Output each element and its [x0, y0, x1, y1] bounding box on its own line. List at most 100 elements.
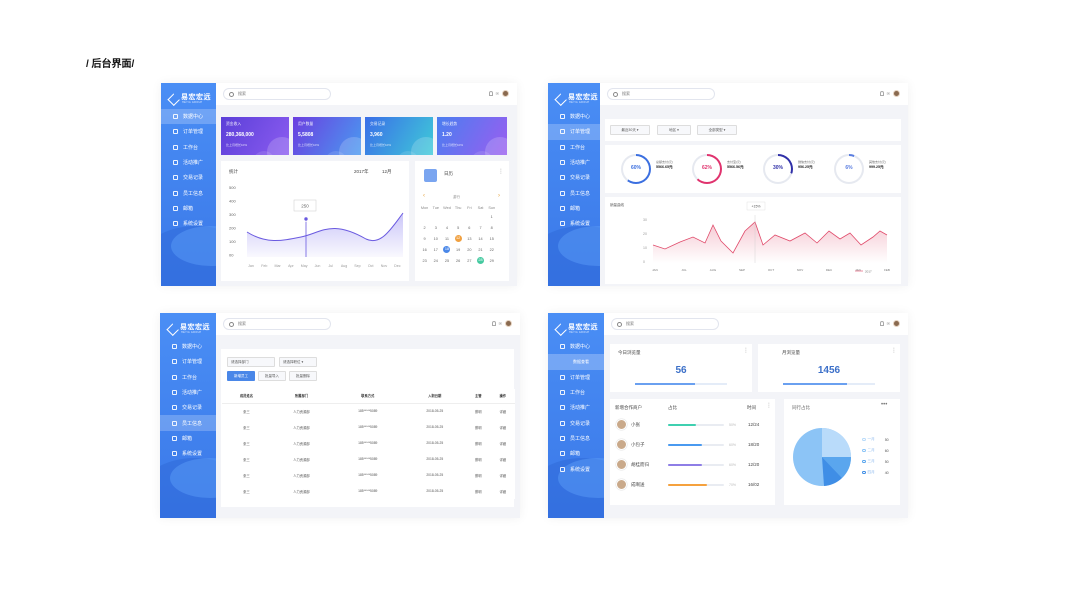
calendar-day[interactable]: 16: [422, 247, 427, 252]
bell-icon[interactable]: [491, 321, 496, 326]
sidebar-subitem-view[interactable]: 数据查看: [548, 354, 604, 370]
calendar-day[interactable]: 4: [445, 226, 449, 231]
detail-link[interactable]: 详细: [499, 425, 507, 430]
detail-link[interactable]: 详细: [499, 457, 507, 462]
position-select[interactable]: 请选择职位 ▾: [279, 357, 317, 367]
calendar-day[interactable]: 7: [479, 226, 482, 231]
calendar-day[interactable]: 23: [422, 258, 427, 263]
calendar-day[interactable]: 1: [490, 215, 493, 220]
search-input[interactable]: 搜索: [607, 88, 715, 100]
sidebar-item-settings[interactable]: 系统设置: [160, 446, 216, 461]
calendar-day[interactable]: 8: [490, 226, 493, 231]
more-icon[interactable]: ⋮: [766, 403, 772, 409]
calendar-day[interactable]: 21: [478, 247, 483, 252]
sidebar-item-staff[interactable]: 员工信息: [548, 185, 600, 200]
calendar-day[interactable]: 11: [444, 236, 449, 241]
calendar-day[interactable]: 22: [489, 247, 494, 252]
add-staff-button[interactable]: 新增员工: [227, 371, 255, 381]
search-input[interactable]: 搜索: [611, 318, 719, 330]
sidebar-item-mail[interactable]: 邮箱: [548, 446, 604, 461]
sidebar-item-data[interactable]: 数据中心: [160, 339, 216, 354]
sidebar-item-trades[interactable]: 交易记录: [548, 415, 604, 430]
chart-year[interactable]: 2017年: [354, 169, 369, 174]
sidebar-item-staff[interactable]: 员工信息: [160, 415, 216, 431]
sidebar-item-data[interactable]: 数据中心: [548, 109, 600, 124]
sidebar-item-staff[interactable]: 员工信息: [161, 185, 216, 200]
detail-link[interactable]: 详细: [499, 441, 507, 446]
stat-card-users[interactable]: 用户数量 5,5808 比上月增长10%: [293, 117, 361, 155]
dept-select[interactable]: 请选择部门: [227, 357, 275, 367]
sidebar-item-settings[interactable]: 系统设置: [548, 216, 600, 231]
stat-card-growth[interactable]: 增长趋势 1.20 比上月增长10%: [437, 117, 507, 155]
filter-region[interactable]: 地区 ▾: [657, 125, 691, 135]
detail-link[interactable]: 详细: [499, 473, 507, 478]
calendar-day[interactable]: 26: [456, 258, 461, 263]
calendar-day[interactable]: 18: [443, 246, 451, 254]
calendar-day[interactable]: 6: [468, 226, 471, 231]
sidebar-item-settings[interactable]: 系统设置: [161, 216, 216, 231]
sidebar-item-mail[interactable]: 邮箱: [161, 201, 216, 216]
calendar-day[interactable]: 24: [433, 258, 438, 263]
detail-link[interactable]: 详细: [499, 409, 507, 414]
calendar-day[interactable]: 27: [467, 258, 472, 263]
calendar-day[interactable]: 20: [467, 247, 472, 252]
calendar-day[interactable]: 17: [433, 247, 438, 252]
batch-delete-button[interactable]: 批量删除: [289, 371, 317, 381]
sidebar-item-data[interactable]: 数据中心: [161, 109, 216, 125]
sidebar-item-orders[interactable]: 订单管理: [161, 124, 216, 139]
sidebar-item-staff[interactable]: 员工信息: [548, 431, 604, 446]
calendar-day[interactable]: 25: [444, 258, 450, 263]
stat-card-trades[interactable]: 交易记录 3,960 比上月增长10%: [365, 117, 433, 155]
calendar-day[interactable]: 19: [456, 247, 461, 252]
import-button[interactable]: 批量导入: [258, 371, 286, 381]
sidebar-item-orders[interactable]: 订单管理: [548, 124, 600, 140]
avatar[interactable]: [893, 90, 900, 97]
calendar-prev[interactable]: ‹: [423, 193, 425, 199]
sidebar-item-mail[interactable]: 邮箱: [160, 431, 216, 446]
more-horizontal-icon[interactable]: •••: [881, 402, 888, 408]
filter-date[interactable]: 最近30天 ▾: [610, 125, 650, 135]
calendar-day[interactable]: 13: [467, 236, 472, 241]
bell-icon[interactable]: [879, 91, 884, 96]
sidebar-item-promo[interactable]: 活动推广: [548, 400, 604, 415]
sidebar-item-workbench[interactable]: 工作台: [160, 370, 216, 385]
more-icon[interactable]: ⋮: [891, 348, 897, 354]
filter-type[interactable]: 全部类型 ▾: [697, 125, 737, 135]
chart-month[interactable]: 12月: [382, 169, 392, 174]
detail-link[interactable]: 详细: [499, 489, 507, 494]
sidebar-item-orders[interactable]: 订单管理: [548, 370, 604, 385]
bell-icon[interactable]: [488, 91, 493, 96]
calendar-day[interactable]: 2: [423, 226, 426, 231]
sidebar-item-data[interactable]: 数据中心: [548, 339, 604, 354]
sidebar-item-workbench[interactable]: 工作台: [548, 385, 604, 400]
sidebar-item-mail[interactable]: 邮箱: [548, 201, 600, 216]
sidebar-item-trades[interactable]: 交易记录: [161, 170, 216, 185]
sidebar-item-orders[interactable]: 订单管理: [160, 354, 216, 369]
avatar[interactable]: [505, 320, 512, 327]
calendar-day[interactable]: 3: [434, 226, 437, 231]
sidebar-item-promo[interactable]: 活动推广: [161, 155, 216, 170]
calendar-day[interactable]: 10: [433, 236, 438, 241]
calendar-day[interactable]: 9: [423, 236, 426, 241]
sidebar-item-promo[interactable]: 活动推广: [548, 155, 600, 170]
sidebar-item-trades[interactable]: 交易记录: [160, 400, 216, 415]
sidebar-item-workbench[interactable]: 工作台: [161, 140, 216, 155]
calendar-day[interactable]: 29: [489, 258, 494, 263]
avatar[interactable]: [893, 320, 900, 327]
sidebar-item-promo[interactable]: 活动推广: [160, 385, 216, 400]
search-input[interactable]: 搜索: [223, 318, 331, 330]
calendar-day[interactable]: 15: [489, 236, 494, 241]
calendar-day[interactable]: 5: [457, 226, 460, 231]
avatar[interactable]: [502, 90, 509, 97]
stat-card-income[interactable]: 资金收入 280,368,000 比上月增长10%: [221, 117, 289, 155]
sidebar-item-trades[interactable]: 交易记录: [548, 170, 600, 185]
calendar-day[interactable]: 12: [454, 235, 462, 243]
calendar-day[interactable]: 28: [477, 257, 485, 265]
search-input[interactable]: 搜索: [223, 88, 331, 100]
bell-icon[interactable]: [879, 321, 884, 326]
sidebar-item-workbench[interactable]: 工作台: [548, 140, 600, 155]
calendar-next[interactable]: ›: [498, 193, 500, 199]
more-icon[interactable]: ⋮: [498, 169, 504, 175]
calendar-day[interactable]: 14: [478, 236, 483, 241]
sidebar-item-settings[interactable]: 系统设置: [548, 461, 604, 476]
